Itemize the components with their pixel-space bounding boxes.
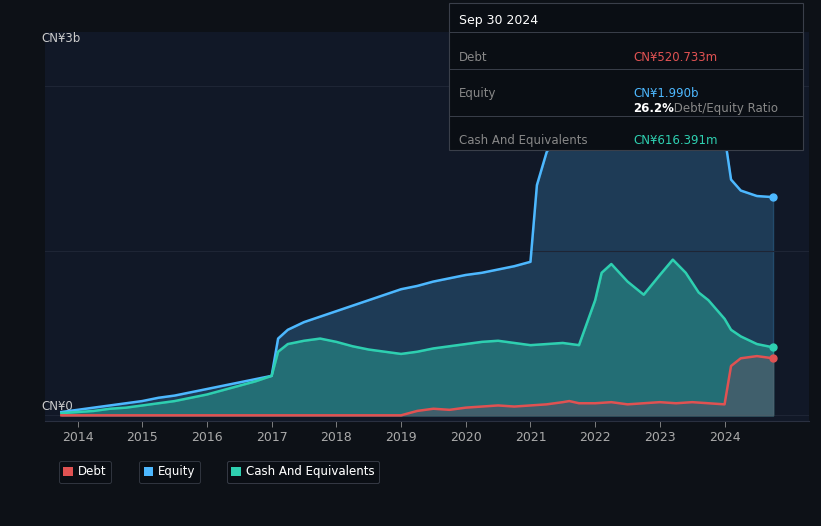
Text: Equity: Equity [459, 87, 497, 100]
Text: CN¥520.733m: CN¥520.733m [633, 51, 718, 64]
Text: Cash And Equivalents: Cash And Equivalents [459, 134, 588, 147]
Text: Debt: Debt [459, 51, 488, 64]
Text: Sep 30 2024: Sep 30 2024 [459, 14, 538, 27]
Legend: Cash And Equivalents: Cash And Equivalents [227, 461, 379, 483]
Text: CN¥1.990b: CN¥1.990b [633, 87, 699, 100]
Text: CN¥3b: CN¥3b [41, 32, 80, 45]
Text: CN¥0: CN¥0 [41, 400, 73, 413]
Text: CN¥616.391m: CN¥616.391m [633, 134, 718, 147]
Text: Debt/Equity Ratio: Debt/Equity Ratio [670, 102, 778, 115]
Text: 26.2%: 26.2% [633, 102, 674, 115]
